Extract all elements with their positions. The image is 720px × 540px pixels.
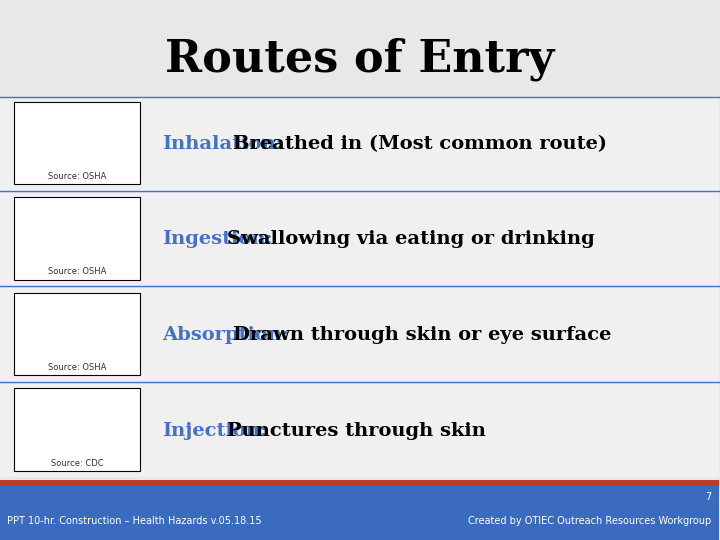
Text: Source: CDC: Source: CDC: [51, 458, 104, 468]
Text: Inhalation:: Inhalation:: [162, 135, 282, 153]
Text: 7: 7: [705, 492, 711, 502]
Text: Source: OSHA: Source: OSHA: [48, 363, 107, 372]
Bar: [0, 480, 719, 486]
Text: Ingestion:: Ingestion:: [162, 231, 272, 248]
Bar: [0, 384, 719, 477]
Bar: [14, 197, 140, 280]
Bar: [14, 293, 140, 375]
Bar: [14, 102, 140, 184]
Text: Breathed in (Most common route): Breathed in (Most common route): [233, 135, 607, 153]
Bar: [0, 193, 719, 286]
Text: Absorption:: Absorption:: [162, 326, 289, 344]
Text: Injection:: Injection:: [162, 422, 266, 440]
Bar: [14, 388, 140, 471]
Text: Drawn through skin or eye surface: Drawn through skin or eye surface: [233, 326, 611, 344]
Text: Source: OSHA: Source: OSHA: [48, 172, 107, 181]
Bar: [0, 97, 719, 191]
Bar: [0, 486, 719, 540]
Text: Routes of Entry: Routes of Entry: [165, 38, 554, 81]
Bar: [0, 288, 719, 382]
Text: Punctures through skin: Punctures through skin: [227, 422, 486, 440]
Text: Swallowing via eating or drinking: Swallowing via eating or drinking: [227, 231, 595, 248]
Text: Source: OSHA: Source: OSHA: [48, 267, 107, 276]
Text: PPT 10-hr. Construction – Health Hazards v.05.18.15: PPT 10-hr. Construction – Health Hazards…: [7, 516, 262, 526]
Text: Created by OTIEC Outreach Resources Workgroup: Created by OTIEC Outreach Resources Work…: [468, 516, 711, 526]
